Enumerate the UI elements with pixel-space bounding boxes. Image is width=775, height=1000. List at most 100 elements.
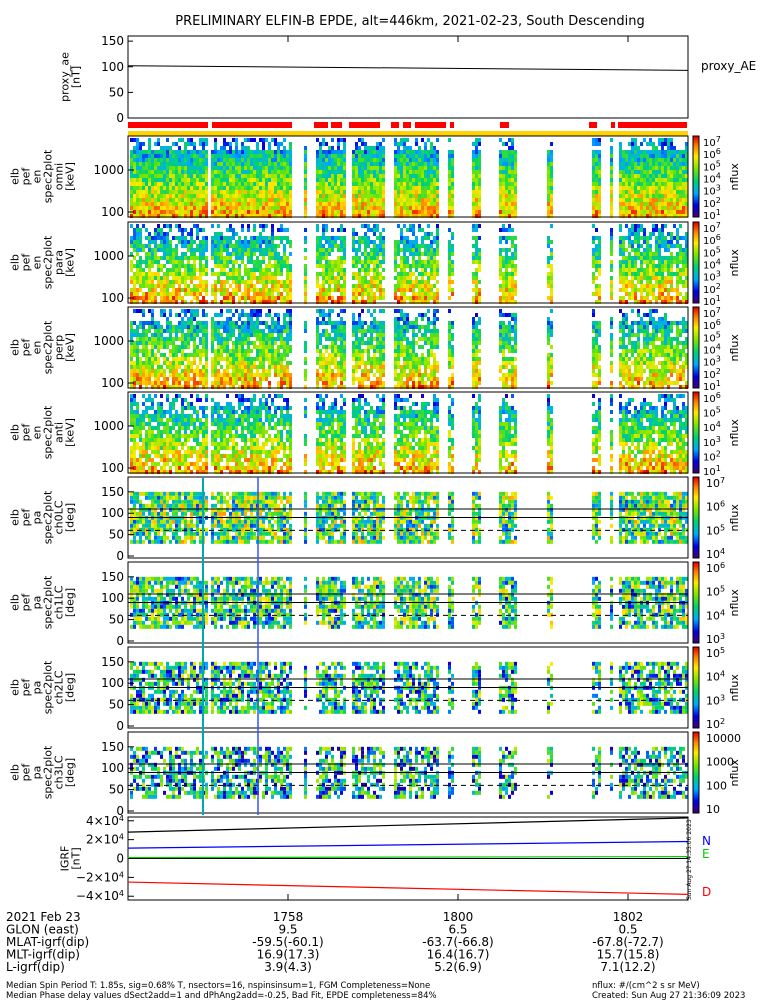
- spectrogram-cell: [145, 170, 148, 174]
- spectrogram-cell: [340, 186, 343, 190]
- spectrogram-cell: [475, 210, 478, 214]
- spectrogram-cell: [502, 194, 505, 198]
- spectrogram-cell: [253, 174, 256, 178]
- spectrogram-cell: [502, 256, 505, 260]
- spectrogram-cell: [256, 206, 259, 210]
- spectrogram-cell: [283, 182, 286, 186]
- spectrogram-cell: [514, 248, 517, 252]
- spectrogram-cell: [472, 214, 475, 218]
- spectrogram-cell: [253, 296, 256, 300]
- spectrogram-cell: [448, 158, 451, 162]
- spectrogram-cell: [376, 206, 379, 210]
- spectrogram-cell: [232, 288, 235, 292]
- spectrogram-cell: [160, 365, 163, 369]
- spectrogram-cell: [610, 280, 613, 284]
- spectrogram-cell: [190, 138, 193, 142]
- spectrogram-cell: [598, 150, 601, 154]
- spectrogram-cell: [550, 224, 553, 228]
- spectrogram-cell: [676, 296, 679, 300]
- spectrogram-cell: [262, 202, 265, 206]
- spectrogram-cell: [211, 210, 214, 214]
- spectrogram-cell: [181, 158, 184, 162]
- spectrogram-cell: [256, 182, 259, 186]
- spectrogram-cell: [232, 198, 235, 202]
- spectrogram-cell: [505, 272, 508, 276]
- spectrogram-cell: [358, 150, 361, 154]
- spectrogram-cell: [508, 264, 511, 268]
- spectrogram-cell: [643, 170, 646, 174]
- spectrogram-cell: [352, 202, 355, 206]
- spectrogram-cell: [358, 138, 361, 142]
- spectrogram-cell: [394, 198, 397, 202]
- spectrogram-cell: [427, 138, 430, 142]
- spectrogram-cell: [478, 260, 481, 264]
- spectrogram-cell: [133, 373, 136, 377]
- spectrogram-cell: [361, 170, 364, 174]
- spectrogram-cell: [652, 146, 655, 150]
- spectrogram-cell: [202, 182, 205, 186]
- spectrogram-cell: [364, 182, 367, 186]
- spectrogram-cell: [202, 329, 205, 333]
- spectrogram-cell: [427, 158, 430, 162]
- spectrogram-cell: [220, 284, 223, 288]
- spectrogram-cell: [547, 170, 550, 174]
- spectrogram-cell: [619, 214, 622, 218]
- spectrogram-cell: [181, 377, 184, 381]
- spectrogram-cell: [508, 186, 511, 190]
- spectrogram-cell: [370, 300, 373, 304]
- spectrogram-cell: [262, 190, 265, 194]
- spectrogram-cell: [265, 292, 268, 296]
- spectrogram-cell: [637, 202, 640, 206]
- spectrogram-cell: [352, 236, 355, 240]
- colorbar-step: [693, 288, 699, 289]
- spectrogram-cell: [505, 202, 508, 206]
- spectrogram-cell: [223, 292, 226, 296]
- colorbar-step: [693, 157, 699, 158]
- spectrogram-cell: [238, 174, 241, 178]
- spectrogram-cell: [412, 296, 415, 300]
- spectrogram-cell: [157, 190, 160, 194]
- spectrogram-cell: [163, 174, 166, 178]
- spectrogram-cell: [625, 170, 628, 174]
- spectrogram-cell: [157, 194, 160, 198]
- spectrogram-cell: [610, 162, 613, 166]
- spectrogram-cell: [226, 214, 229, 218]
- spectrogram-cell: [244, 248, 247, 252]
- spectrogram-cell: [340, 300, 343, 304]
- colorbar-step: [693, 261, 699, 262]
- spectrogram-cell: [406, 166, 409, 170]
- spectrogram-cell: [421, 280, 424, 284]
- spectrogram-cell: [661, 288, 664, 292]
- spectrogram-cell: [172, 236, 175, 240]
- spectrogram-cell: [421, 166, 424, 170]
- spectrogram-cell: [163, 280, 166, 284]
- spectrogram-cell: [403, 288, 406, 292]
- spectrogram-cell: [256, 198, 259, 202]
- spectrogram-cell: [247, 194, 250, 198]
- spectrogram-cell: [151, 178, 154, 182]
- spectrogram-cell: [631, 240, 634, 244]
- colorbar-step: [693, 258, 699, 259]
- spectrogram-cell: [154, 154, 157, 158]
- colorbar-step: [693, 207, 699, 208]
- spectrogram-cell: [229, 284, 232, 288]
- spectrogram-cell: [478, 236, 481, 240]
- spectrogram-cell: [364, 214, 367, 218]
- spectrogram-cell: [448, 154, 451, 158]
- spectrogram-cell: [172, 373, 175, 377]
- spectrogram-cell: [340, 272, 343, 276]
- spectrogram-cell: [265, 300, 268, 304]
- spectrogram-cell: [352, 214, 355, 218]
- spectrogram-cell: [166, 385, 169, 389]
- spectrogram-cell: [511, 214, 514, 218]
- spectrogram-cell: [508, 162, 511, 166]
- spectrogram-cell: [328, 146, 331, 150]
- colorbar-step: [693, 272, 699, 273]
- spectrogram-cell: [148, 341, 151, 345]
- spectrogram-cell: [235, 162, 238, 166]
- spectrogram-cell: [259, 194, 262, 198]
- spectrogram-cell: [373, 190, 376, 194]
- spectrogram-cell: [226, 252, 229, 256]
- spectrogram-cell: [406, 272, 409, 276]
- spectrogram-cell: [400, 202, 403, 206]
